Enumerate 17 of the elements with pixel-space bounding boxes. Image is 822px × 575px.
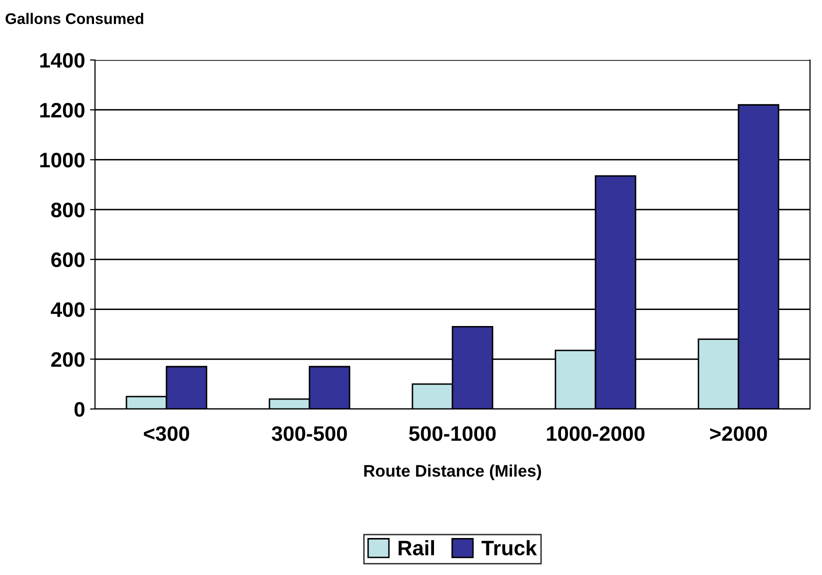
x-tick-label: 300-500 xyxy=(272,426,347,441)
y-tick-label: 1000 xyxy=(40,152,84,168)
x-tick-label: 1000-2000 xyxy=(547,426,644,441)
x-tick-label: 500-1000 xyxy=(409,426,496,441)
x-tick-label: >2000 xyxy=(710,426,767,441)
x-tick-label: <300 xyxy=(144,426,190,441)
legend-label: Truck xyxy=(482,540,537,556)
x-axis-title: Route Distance (Miles) xyxy=(364,464,542,480)
y-tick-label: 400 xyxy=(50,302,84,318)
y-tick-label: 800 xyxy=(51,202,84,218)
y-axis-title: Gallons Consumed xyxy=(6,12,144,24)
y-tick-label: 1400 xyxy=(40,53,84,68)
y-tick-label: 200 xyxy=(51,352,84,367)
y-tick-label: 1200 xyxy=(40,102,84,118)
y-tick-label: 0 xyxy=(74,402,84,417)
legend-label: Rail xyxy=(398,540,434,556)
y-tick-label: 600 xyxy=(51,252,84,268)
